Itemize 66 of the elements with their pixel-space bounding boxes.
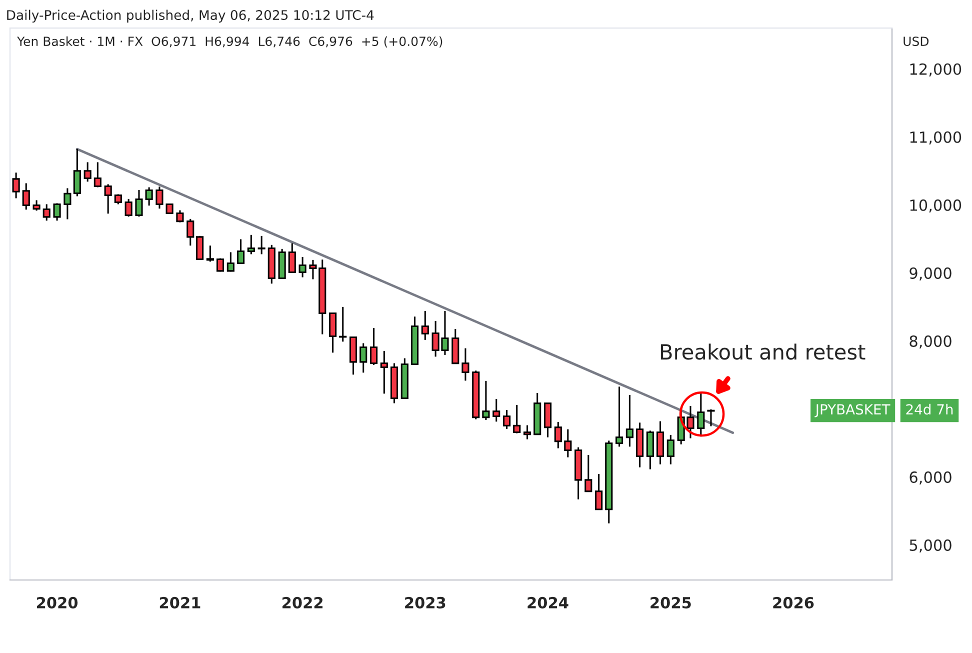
candlestick bbox=[370, 327, 378, 366]
candlestick bbox=[226, 251, 234, 272]
y-tick-label: 11,000 bbox=[910, 131, 962, 144]
candlestick bbox=[502, 409, 511, 430]
candlestick bbox=[145, 186, 153, 206]
candlestick bbox=[421, 310, 429, 341]
y-tick-label: 8,000 bbox=[910, 335, 952, 349]
x-tick-label: 2022 bbox=[282, 596, 322, 608]
y-tick-label: 10,000 bbox=[910, 199, 962, 212]
candlestick bbox=[196, 235, 204, 261]
y-tick-label: 6,000 bbox=[910, 471, 952, 485]
candlestick bbox=[707, 408, 715, 427]
candlestick bbox=[64, 187, 72, 220]
candlestick bbox=[584, 454, 592, 492]
annotation: JPYBASKET bbox=[814, 404, 890, 418]
candlestick bbox=[595, 473, 603, 510]
candlestick bbox=[22, 182, 30, 210]
candlestick bbox=[53, 202, 61, 222]
text: 24d 7h bbox=[906, 404, 953, 415]
candlestick bbox=[166, 204, 174, 214]
x-tick-label: 2020 bbox=[36, 596, 78, 608]
candlestick bbox=[12, 172, 20, 200]
candlestick bbox=[176, 210, 184, 224]
x-tick-label: 2026 bbox=[773, 596, 814, 608]
candlestick bbox=[697, 390, 705, 438]
candlestick bbox=[236, 238, 245, 264]
candlestick bbox=[84, 162, 92, 182]
candlestick bbox=[492, 398, 500, 422]
candlestick bbox=[73, 148, 81, 198]
candlestick bbox=[380, 350, 388, 394]
candlestick bbox=[626, 394, 634, 448]
annotation: Breakout and retest bbox=[661, 344, 866, 360]
x-tick-label: 2024 bbox=[528, 596, 568, 608]
candlestick bbox=[104, 183, 112, 214]
text: Yen Basket · 1M · FX O6,971 H6,994 L6,746 C6,976 +5 (+0.07%) bbox=[17, 36, 442, 48]
candlestick bbox=[564, 428, 572, 458]
chart-subtitle: Daily-Price-Action published, May 06, 2025 10:12 UTC-4 bbox=[7, 10, 374, 23]
candlestick bbox=[206, 244, 214, 262]
candlestick bbox=[615, 386, 624, 448]
x-tick-label: 2025 bbox=[650, 596, 691, 608]
candlestick bbox=[360, 342, 368, 374]
candlestick bbox=[42, 204, 50, 222]
candlestick bbox=[32, 200, 40, 212]
candlestick bbox=[666, 434, 674, 466]
y-tick-label: 9,000 bbox=[910, 267, 952, 280]
candlestick bbox=[288, 242, 296, 274]
y-tick-label: 5,000 bbox=[910, 539, 952, 553]
candlestick bbox=[124, 198, 132, 218]
candlestick bbox=[482, 380, 490, 421]
candlestick bbox=[554, 421, 562, 450]
y-tick-label: 12,000 bbox=[910, 63, 962, 76]
candlestick bbox=[328, 312, 337, 354]
candlestick bbox=[94, 162, 102, 188]
y-axis-title: USD bbox=[904, 36, 929, 46]
candlestick bbox=[258, 235, 266, 255]
candlestick bbox=[156, 186, 164, 210]
candlestick bbox=[135, 189, 143, 218]
candlestick bbox=[523, 424, 532, 440]
x-tick-label: 2023 bbox=[405, 596, 446, 608]
candlestick bbox=[513, 404, 521, 434]
candlestick bbox=[462, 348, 470, 382]
candlestick bbox=[298, 256, 306, 278]
x-tick-label: 2021 bbox=[160, 596, 200, 608]
candlestick bbox=[186, 218, 194, 246]
candlestick bbox=[247, 234, 255, 255]
candlestick bbox=[339, 306, 347, 342]
